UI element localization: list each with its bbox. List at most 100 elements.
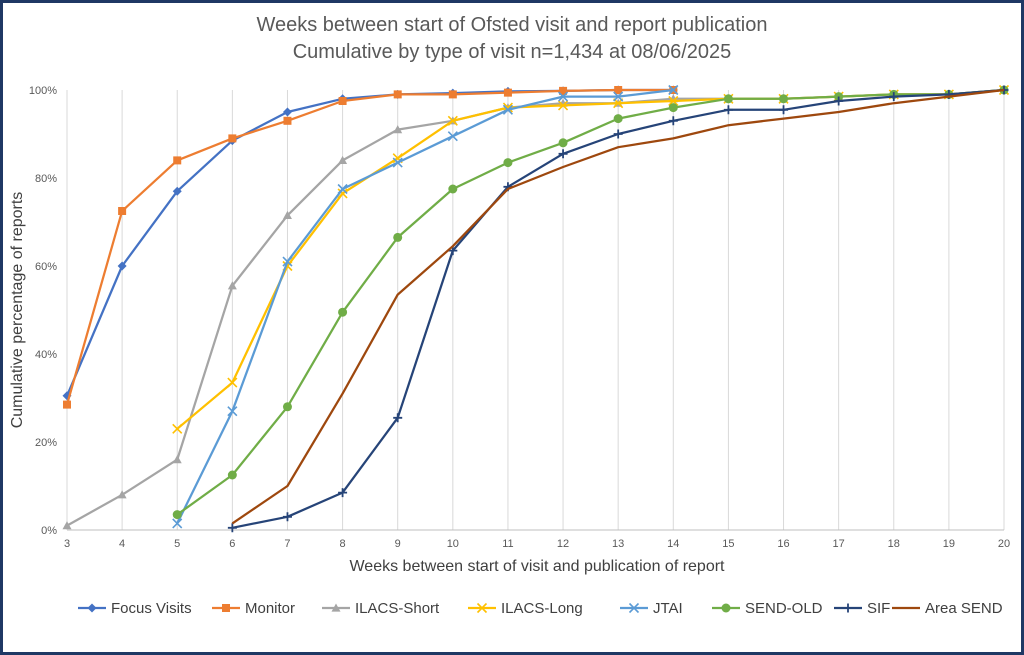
x-tick-label: 15 [722, 538, 734, 550]
x-tick-label: 16 [777, 538, 789, 550]
x-tick-label: 4 [119, 538, 125, 550]
data-point [337, 183, 348, 195]
data-point [503, 158, 513, 168]
data-point [172, 423, 183, 434]
data-point [668, 103, 678, 113]
legend-item-jtai: JTAI [620, 600, 683, 617]
data-point [668, 95, 679, 107]
data-point [393, 232, 403, 242]
data-point [393, 90, 402, 99]
data-point [723, 94, 733, 104]
legend-label: Focus Visits [111, 600, 192, 617]
series-monitor [63, 86, 678, 409]
data-point [393, 413, 403, 423]
y-tick-label: 60% [35, 261, 57, 273]
data-point [282, 107, 292, 117]
series-area-send [231, 88, 1005, 525]
legend-item-ilacs-short: ILACS-Short [322, 600, 440, 617]
data-point [476, 602, 488, 614]
data-point [338, 488, 348, 498]
legend: Focus Visits Monitor ILACS-Short ILACS-Long… [78, 600, 1003, 617]
legend-item-monitor: Monitor [212, 600, 295, 617]
data-point [447, 131, 458, 142]
data-point [448, 184, 458, 194]
data-point [668, 84, 679, 96]
data-point [613, 91, 624, 102]
data-point [889, 92, 899, 102]
data-point [834, 96, 844, 106]
data-point [392, 157, 403, 168]
data-point [668, 116, 678, 126]
data-point [557, 91, 569, 102]
data-point [558, 149, 568, 159]
data-point [393, 125, 403, 134]
data-point [721, 603, 731, 613]
data-point [448, 90, 457, 99]
data-point [62, 521, 72, 530]
x-tick-label: 5 [174, 538, 180, 550]
data-point [338, 97, 347, 105]
x-tick-label: 14 [667, 538, 679, 550]
data-point [227, 523, 237, 533]
x-tick-label: 17 [833, 538, 845, 550]
x-tick-label: 10 [447, 538, 459, 550]
series-sif [227, 85, 1009, 533]
chart-title: Weeks between start of Ofsted visit and … [256, 14, 768, 36]
data-point [227, 377, 238, 388]
data-point [559, 86, 568, 95]
x-tick-label: 8 [340, 538, 346, 550]
data-point [779, 105, 789, 115]
data-point [118, 207, 127, 215]
data-point [172, 510, 182, 520]
data-point [172, 455, 182, 464]
x-tick-label: 9 [395, 538, 401, 550]
y-tick-label: 20% [35, 437, 57, 449]
data-point [447, 115, 458, 126]
series-line [65, 88, 674, 397]
x-tick-label: 18 [888, 538, 900, 550]
data-point [227, 406, 238, 417]
data-point [558, 138, 568, 148]
x-tick-label: 13 [612, 538, 624, 550]
data-point [613, 114, 623, 124]
series-line [231, 88, 1005, 525]
data-point [87, 603, 97, 613]
legend-item-send-old: SEND-OLD [712, 600, 823, 617]
series-send-old [172, 85, 1009, 520]
data-point [502, 104, 514, 115]
x-tick-label: 12 [557, 538, 569, 550]
x-tick-label: 20 [998, 538, 1010, 550]
legend-item-focus-visits: Focus Visits [78, 600, 192, 617]
data-point [331, 603, 341, 612]
data-point [227, 281, 237, 290]
data-point [628, 602, 640, 614]
data-point [227, 470, 237, 480]
x-tick-label: 19 [943, 538, 955, 550]
data-point [172, 518, 183, 529]
data-point [503, 88, 512, 97]
series-line [176, 88, 674, 524]
data-point [117, 261, 127, 271]
series-line [176, 88, 1005, 430]
x-tick-label: 3 [64, 538, 70, 550]
data-point [843, 603, 853, 613]
data-point [557, 100, 569, 111]
data-point [337, 188, 348, 199]
legend-item-sif: SIF [834, 600, 890, 617]
legend-label: SEND-OLD [745, 600, 823, 617]
chart-title-block: Weeks between start of Ofsted visit and … [0, 12, 1024, 66]
series-jtai [172, 84, 679, 529]
legend-label: JTAI [653, 600, 683, 617]
legend-label: ILACS-Long [501, 600, 583, 617]
chart-subtitle: Cumulative by type of visit n=1,434 at 0… [292, 41, 732, 63]
y-tick-label: 100% [29, 85, 57, 97]
data-point [173, 156, 182, 165]
data-point [723, 105, 733, 115]
y-tick-label: 80% [35, 173, 57, 185]
data-point [172, 186, 182, 196]
x-axis-title: Weeks between start of visit and publica… [349, 558, 725, 575]
data-point [228, 134, 237, 143]
data-point [338, 155, 348, 164]
legend-item-ilacs-long: ILACS-Long [468, 600, 583, 617]
